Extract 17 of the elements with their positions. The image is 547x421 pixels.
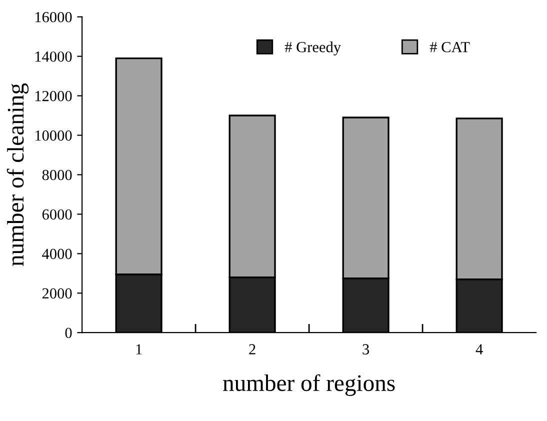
x-tick-label: 3 — [362, 344, 370, 354]
legend-label: # Greedy — [284, 42, 341, 56]
y-tick-label: 6000 — [42, 209, 72, 220]
y-tick-label: 0 — [65, 328, 72, 338]
y-tick-label: 2000 — [42, 288, 72, 299]
y-tick-label: 12000 — [35, 90, 72, 102]
x-tick-label: 1 — [136, 344, 142, 354]
y-tick-label: 10000 — [35, 130, 72, 141]
y-tick-label: 8000 — [42, 170, 72, 180]
y-tick-label: 4000 — [42, 248, 72, 260]
x-axis-title: number of regions — [223, 374, 395, 396]
x-tick-label: 2 — [249, 344, 256, 354]
y-axis-title: number of cleaning — [6, 83, 29, 266]
x-tick-label: 4 — [476, 344, 483, 354]
y-tick-label: 14000 — [35, 51, 72, 62]
y-tick-label: 16000 — [35, 12, 72, 22]
legend-label: # CAT — [430, 42, 470, 52]
